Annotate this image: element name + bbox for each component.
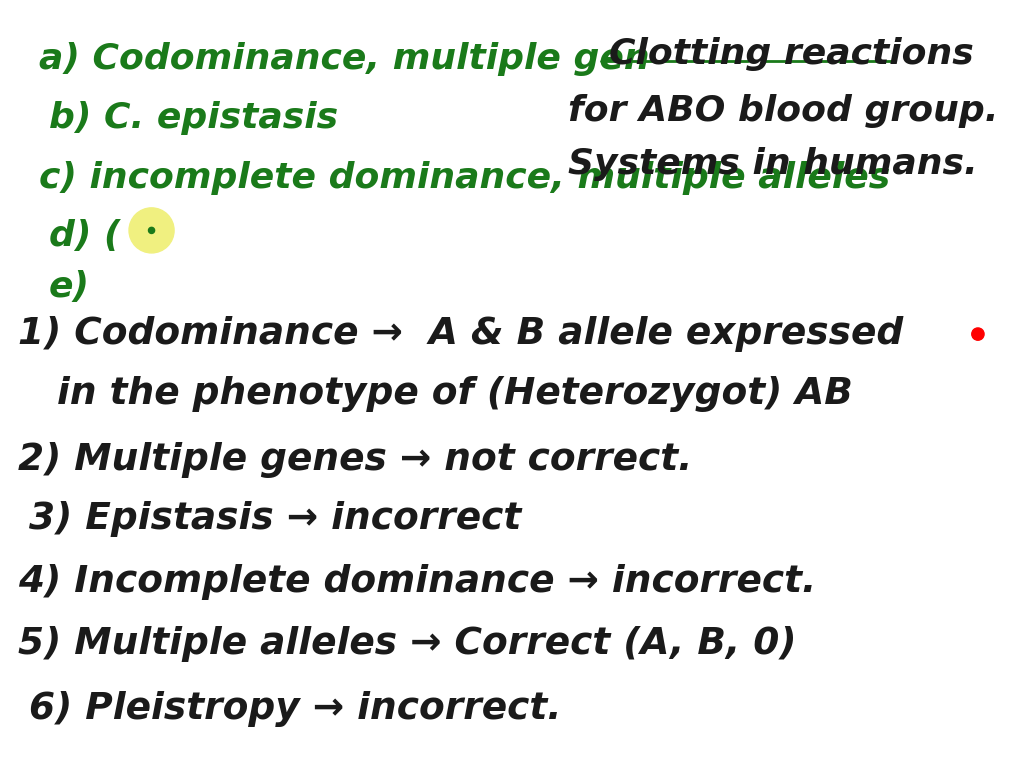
Text: in the phenotype of (Heterozygot) AB: in the phenotype of (Heterozygot) AB [18,376,853,412]
Text: 4) Incomplete dominance → incorrect.: 4) Incomplete dominance → incorrect. [18,564,817,601]
Text: 5) Multiple alleles → Correct (A, B, 0): 5) Multiple alleles → Correct (A, B, 0) [18,626,797,662]
Text: c) incomplete dominance, multiple alleles: c) incomplete dominance, multiple allele… [39,161,890,195]
Text: 2) Multiple genes → not correct.: 2) Multiple genes → not correct. [18,442,693,478]
Text: 3) Epistasis → incorrect: 3) Epistasis → incorrect [29,501,521,537]
Text: 1) Codominance →  A & B allele expressed: 1) Codominance → A & B allele expressed [18,316,904,353]
Text: for ABO blood group.: for ABO blood group. [568,94,998,127]
Text: e): e) [49,270,90,304]
Text: a) Codominance, multiple gen: a) Codominance, multiple gen [39,42,649,76]
Text: 6) Pleistropy → incorrect.: 6) Pleistropy → incorrect. [29,691,561,727]
Text: Clotting reactions: Clotting reactions [609,37,974,71]
Text: Systems in humans.: Systems in humans. [568,147,978,181]
Ellipse shape [148,227,155,233]
Text: d) (: d) ( [49,219,121,253]
Ellipse shape [972,328,984,340]
Ellipse shape [129,208,174,253]
Text: b) C. epistasis: b) C. epistasis [49,101,338,135]
